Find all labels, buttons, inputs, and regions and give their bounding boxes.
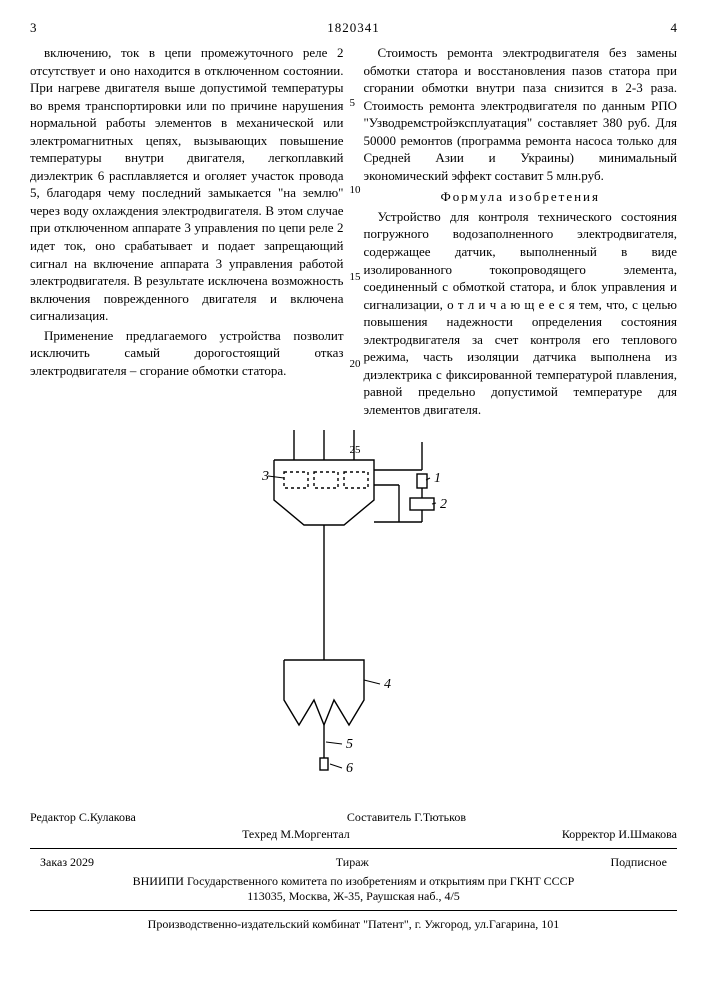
left-column: включению, ток в цепи промежуточного рел… [30,44,344,420]
divider [30,910,677,911]
right-para-2: Устройство для контроля технического сос… [364,208,678,419]
line-num: 5 [350,96,361,111]
page-number-left: 3 [30,20,37,36]
right-column: 5 10 15 20 25 Стоимость ремонта электрод… [364,44,678,420]
diagram-label-6: 6 [346,761,353,776]
footer-line-2: 113035, Москва, Ж-35, Раушская наб., 4/5 [30,889,677,904]
order-row: Заказ 2029 Тираж Подписное [40,855,667,870]
compiler-credit: Составитель Г.Тютьков [347,810,466,825]
diagram-label-3: 3 [261,469,269,484]
patent-page: 3 1820341 4 включению, ток в цепи промеж… [0,0,707,952]
diagram-label-5: 5 [346,737,353,752]
schematic-diagram: 1 2 3 4 5 6 [234,430,474,790]
line-num: 25 [350,443,361,458]
editor-credit: Редактор С.Кулакова [30,810,136,825]
subscription-label: Подписное [610,855,667,870]
line-num: 15 [350,270,361,285]
divider [30,848,677,849]
tirage-label: Тираж [336,855,369,870]
diagram-label-2: 2 [440,497,447,512]
line-num: 20 [350,357,361,372]
order-number: Заказ 2029 [40,855,94,870]
line-num: 10 [350,183,361,198]
diagram-label-4: 4 [384,677,391,692]
page-number-right: 4 [671,20,678,36]
line-number-gutter: 5 10 15 20 25 [350,44,361,458]
footer-block: ВНИИПИ Государственного комитета по изоб… [30,874,677,904]
page-header: 3 1820341 4 [30,20,677,36]
techred-credit: Техред М.Моргентал [242,827,350,842]
left-para-2: Применение предлагаемого устройства позв… [30,327,344,380]
formula-title: Формула изобретения [364,188,678,206]
text-columns: включению, ток в цепи промежуточного рел… [30,44,677,420]
right-para-1: Стоимость ремонта электродвигателя без з… [364,44,678,184]
credits-block: Редактор С.Кулакова Составитель Г.Тютько… [30,810,677,842]
diagram-label-1: 1 [434,471,441,486]
footer-line-1: ВНИИПИ Государственного комитета по изоб… [30,874,677,889]
corrector-credit: Корректор И.Шмакова [562,827,677,842]
footer-line-3: Производственно-издательский комбинат "П… [30,917,677,932]
footer-print: Производственно-издательский комбинат "П… [30,917,677,932]
patent-number: 1820341 [327,20,380,36]
left-para-1: включению, ток в цепи промежуточного рел… [30,44,344,325]
